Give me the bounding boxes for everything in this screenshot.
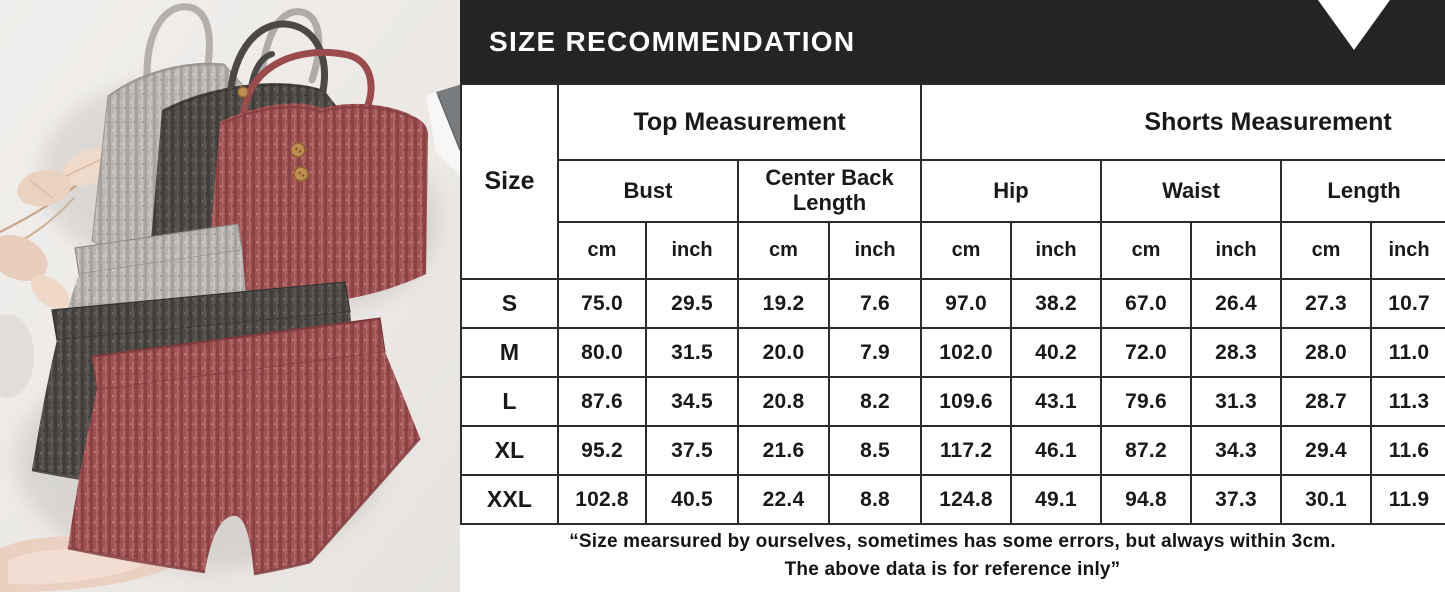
header-bar: SIZE RECOMMENDATION	[460, 0, 1445, 83]
measurement-cell: 8.5	[827, 425, 923, 476]
measurement-cell: 20.8	[737, 376, 830, 427]
measurement-cell: 102.0	[920, 327, 1013, 378]
measurement-cell: 7.9	[827, 327, 923, 378]
measurement-cell: 29.5	[645, 278, 739, 329]
measurement-cell: 40.2	[1010, 327, 1103, 378]
size-row: XXL 102.8 40.5 22.4 8.8 124.8 49.1 94.8 37.3 30.1…	[460, 474, 1445, 525]
measurement-cell: 75.0	[557, 278, 647, 329]
measurement-cell: 20.0	[737, 327, 830, 378]
measurement-cell: 79.6	[1100, 376, 1193, 427]
size-row: L 87.6 34.5 20.8 8.2 109.6 43.1 79.6 31.3 28.7 11.…	[460, 376, 1445, 427]
unit-cell: cm	[557, 221, 647, 280]
measurement-cell: 31.5	[645, 327, 739, 378]
measurement-cell: 94.8	[1100, 474, 1193, 525]
measurement-cell: 22.4	[737, 474, 830, 525]
size-table: Size Top Measurement Shorts Measurement …	[460, 83, 1445, 525]
product-photo	[0, 0, 460, 592]
page-title: SIZE RECOMMENDATION	[489, 25, 856, 57]
hip-header: Hip	[920, 159, 1103, 223]
cami-top-red	[206, 48, 429, 305]
measurement-cell: 109.6	[920, 376, 1013, 427]
footnote-line-2: The above data is for reference inly”	[784, 559, 1121, 580]
measurement-cell: 97.0	[920, 278, 1013, 329]
unit-cell: inch	[827, 221, 923, 280]
size-row: S 75.0 29.5 19.2 7.6 97.0 38.2 67.0 26.4 27.3 10.7	[460, 278, 1445, 329]
size-table-body: S 75.0 29.5 19.2 7.6 97.0 38.2 67.0 26.4 27.3 10.7…	[460, 278, 1445, 525]
measurement-cell: 67.0	[1100, 278, 1193, 329]
measurement-cell: 34.3	[1190, 425, 1283, 476]
measurement-cell: 34.5	[645, 376, 739, 427]
size-label: S	[460, 278, 559, 329]
bust-header: Bust	[557, 159, 739, 223]
unit-cell: inch	[1190, 221, 1283, 280]
unit-cell: inch	[645, 221, 739, 280]
size-label: M	[460, 327, 559, 378]
ribbon-notch-icon	[1318, 0, 1390, 50]
measurement-cell: 72.0	[1100, 327, 1193, 378]
size-label: XL	[460, 425, 559, 476]
measurement-cell: 8.8	[827, 474, 923, 525]
measurement-cell: 95.2	[557, 425, 647, 476]
measurement-cell: 43.1	[1010, 376, 1103, 427]
measurement-cell: 117.2	[920, 425, 1013, 476]
measurement-cell: 37.3	[1190, 474, 1283, 525]
size-label: L	[460, 376, 559, 427]
measurement-cell: 30.1	[1280, 474, 1373, 525]
measurement-cell: 10.7	[1370, 278, 1445, 329]
measurement-cell: 102.8	[557, 474, 647, 525]
unit-cell: cm	[737, 221, 830, 280]
measurement-cell: 87.2	[1100, 425, 1193, 476]
measurement-cell: 28.0	[1280, 327, 1373, 378]
size-panel: SIZE RECOMMENDATION Size Top Measurement…	[460, 0, 1445, 592]
size-row: M 80.0 31.5 20.0 7.9 102.0 40.2 72.0 28.3 28.0 11.…	[460, 327, 1445, 378]
top-measurement-label: Top Measurement	[633, 107, 846, 136]
measurement-cell: 11.0	[1370, 327, 1445, 378]
unit-cell: inch	[1370, 221, 1445, 280]
units-row: cm inch cm inch cm inch cm inch cm inch	[461, 221, 1445, 280]
unit-cell: inch	[1010, 221, 1103, 280]
measurement-cell: 29.4	[1280, 425, 1373, 476]
footnote-line-1: “Size mearsured by ourselves, sometimes …	[569, 531, 1336, 553]
size-column-header: Size	[460, 83, 559, 280]
unit-cell: cm	[1280, 221, 1373, 280]
unit-cell: cm	[1100, 221, 1193, 280]
measurement-cell: 49.1	[1010, 474, 1103, 525]
shorts-red	[67, 317, 422, 576]
length-header: Length	[1280, 159, 1445, 223]
measurement-cell: 80.0	[557, 327, 647, 378]
product-photo-illustration	[0, 0, 460, 592]
footnote: “Size mearsured by ourselves, sometimes …	[460, 525, 1445, 592]
notebook	[426, 84, 460, 176]
size-row: XL 95.2 37.5 21.6 8.5 117.2 46.1 87.2 34.3 29.4 11…	[460, 425, 1445, 476]
measurement-cell: 26.4	[1190, 278, 1283, 329]
cami-buttons	[237, 86, 309, 182]
top-measurement-header: Top Measurement	[556, 83, 923, 161]
measurement-cell: 27.3	[1280, 278, 1373, 329]
measurement-cell: 11.9	[1370, 474, 1445, 525]
measurement-cell: 46.1	[1010, 425, 1103, 476]
measurement-cell: 8.2	[827, 376, 923, 427]
measurement-cell: 38.2	[1010, 278, 1103, 329]
measurement-cell: 87.6	[557, 376, 647, 427]
measurement-cell: 40.5	[645, 474, 739, 525]
measurement-cell: 37.5	[645, 425, 739, 476]
waist-header: Waist	[1100, 159, 1283, 223]
measurement-cell: 31.3	[1190, 376, 1283, 427]
measurement-cell: 124.8	[920, 474, 1013, 525]
shorts-measurement-header: Shorts Measurement	[920, 83, 1445, 161]
size-label: XXL	[460, 474, 559, 525]
measurement-cell: 11.3	[1370, 376, 1445, 427]
measurement-cell: 7.6	[827, 278, 923, 329]
measurement-cell: 11.6	[1370, 425, 1445, 476]
measurement-cell: 28.7	[1280, 376, 1373, 427]
measurement-cell: 21.6	[737, 425, 830, 476]
center-back-length-header: Center Back Length	[736, 159, 923, 223]
shorts-measurement-label: Shorts Measurement	[1144, 107, 1392, 136]
measurement-cell: 19.2	[737, 278, 830, 329]
measurement-cell: 28.3	[1190, 327, 1283, 378]
unit-cell: cm	[920, 221, 1013, 280]
